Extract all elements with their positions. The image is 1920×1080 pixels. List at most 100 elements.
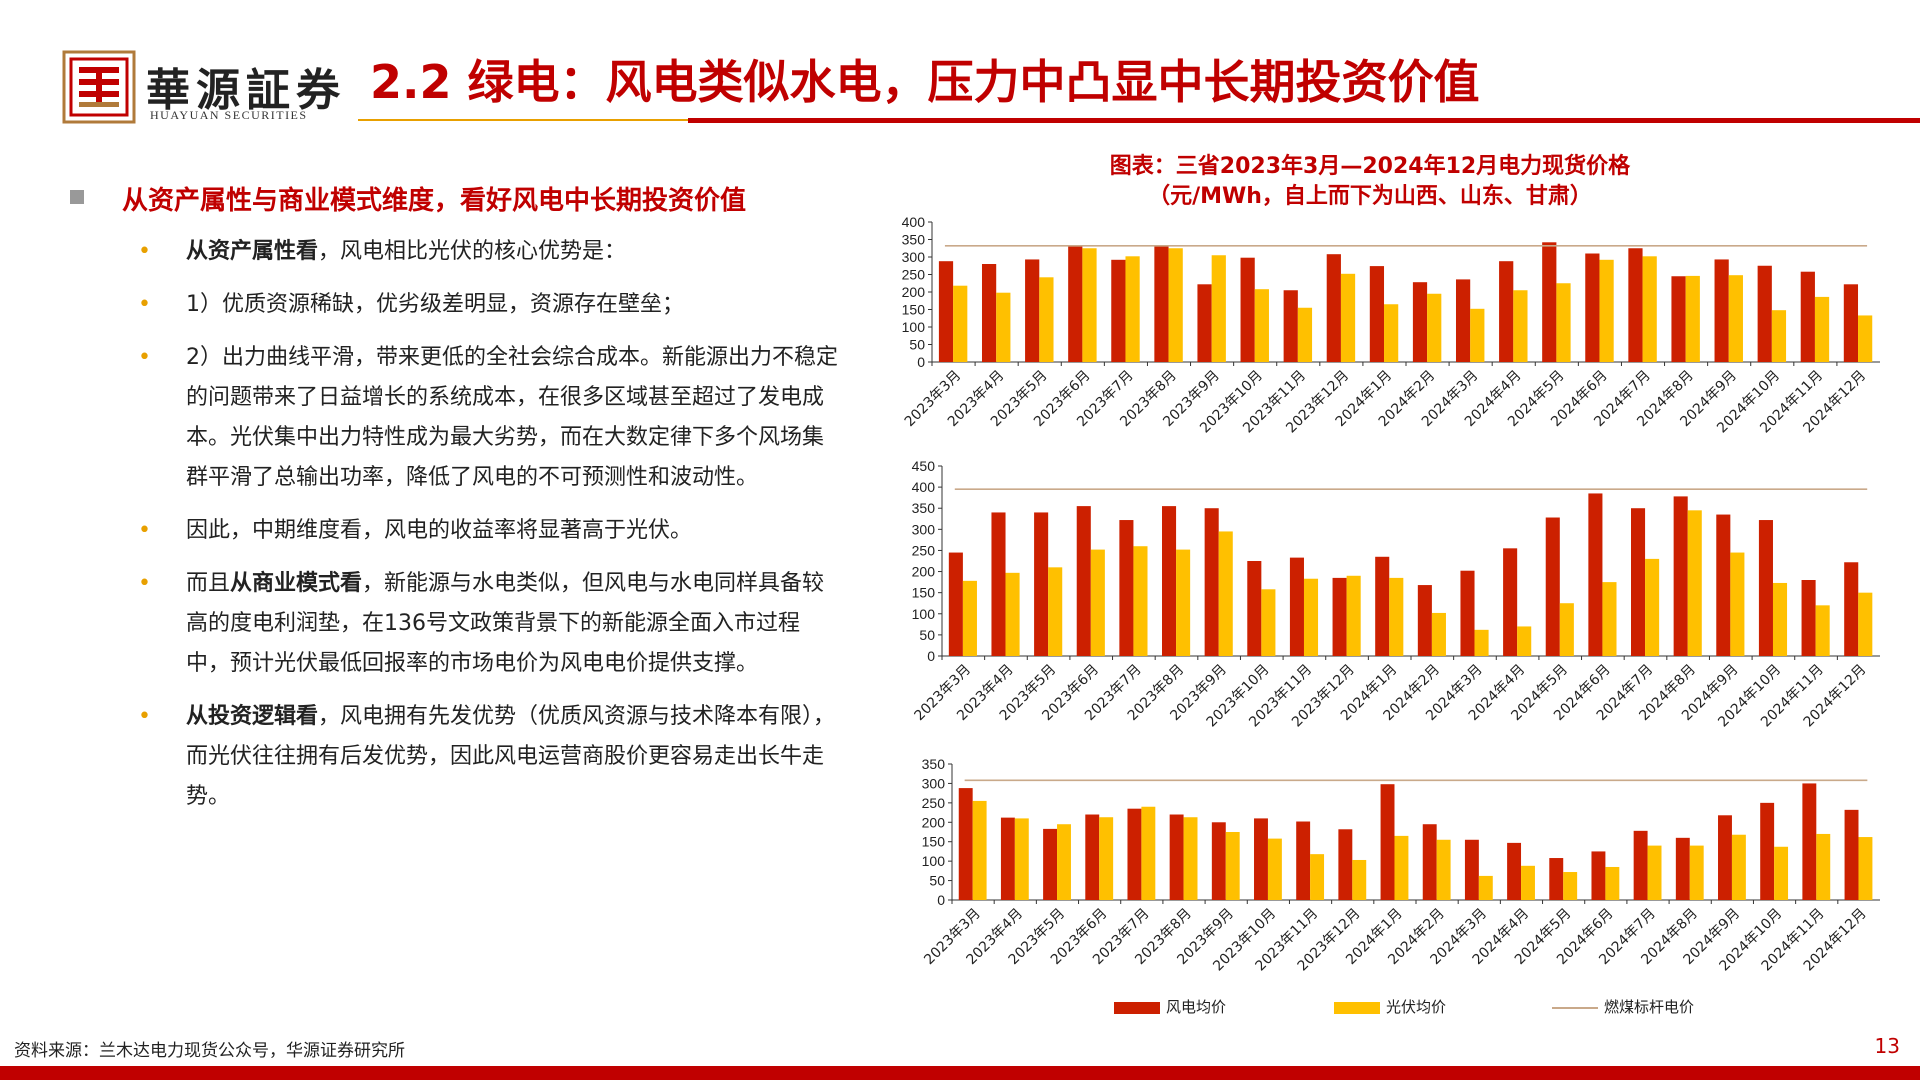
title-divider <box>358 118 1920 123</box>
wind-price-bar <box>1844 562 1859 656</box>
bullet-item: • 从投资逻辑看，风电拥有先发优势（优质风资源与技术降本有限），而光伏往往拥有后… <box>70 697 840 817</box>
solar-price-bar <box>1436 839 1451 900</box>
bullet-bold-text: 从资产属性看 <box>186 239 319 264</box>
wind-price-bar <box>1338 829 1353 900</box>
square-bullet-icon <box>70 190 84 204</box>
bullet-list: • 从资产属性看，风电相比光伏的核心优势是： • 1）优质资源稀缺，优劣级差明显… <box>70 232 840 830</box>
wind-price-bar <box>1085 814 1100 900</box>
solar-price-bar <box>1605 866 1620 900</box>
wind-price-bar <box>1326 254 1341 362</box>
y-tick-label: 250 <box>912 542 936 558</box>
wind-price-bar <box>1464 839 1479 900</box>
legend-solar: 光伏均价 <box>1334 996 1446 1017</box>
wind-price-bar <box>1800 271 1815 362</box>
wind-price-bar <box>1380 784 1395 900</box>
bullet-text: 1）优质资源稀缺，优劣级差明显，资源存在壁垒； <box>186 292 684 317</box>
solar-price-bar <box>1816 833 1831 900</box>
y-tick-label: 400 <box>902 214 926 230</box>
page-title: 2.2 绿电：风电类似水电，压力中凸显中长期投资价值 <box>370 55 1480 109</box>
y-tick-label: 300 <box>912 521 936 537</box>
solar-price-bar <box>1389 577 1404 656</box>
y-tick-label: 100 <box>902 319 926 335</box>
y-tick-label: 50 <box>919 627 935 643</box>
solar-price-bar <box>1039 277 1054 362</box>
wind-price-bar <box>1283 290 1298 362</box>
wind-price-bar <box>958 788 973 900</box>
wind-price-bar <box>1412 282 1428 362</box>
chart-title: 图表：三省2023年3月—2024年12月电力现货价格 （元/MWh，自上而下为… <box>1080 152 1660 212</box>
wind-price-bar <box>1591 851 1606 900</box>
solar-price-bar <box>1261 589 1276 656</box>
solar-price-bar <box>1563 872 1578 900</box>
wind-price-bar <box>1673 496 1688 656</box>
wind-price-bar <box>1068 246 1083 362</box>
y-tick-label: 150 <box>922 834 946 850</box>
wind-price-bar <box>1760 802 1775 900</box>
brand-name: 華源証券 <box>146 65 346 116</box>
bullet-dot-icon: • <box>138 571 151 596</box>
solar-price-bar <box>1218 531 1233 656</box>
bullet-item: • 从资产属性看，风电相比光伏的核心优势是： <box>70 232 840 272</box>
wind-price-bar <box>1716 514 1731 656</box>
bullet-item: • 而且从商业模式看，新能源与水电类似，但风电与水电同样具备较高的度电利润垫，在… <box>70 564 840 684</box>
bullet-text: 2）出力曲线平滑，带来更低的全社会综合成本。新能源出力不稳定的问题带来了日益增长… <box>186 345 838 490</box>
wind-price-bar <box>1801 580 1816 656</box>
bullet-bold-text: 从商业模式看 <box>230 571 363 596</box>
solar-price-bar <box>1689 845 1704 900</box>
y-tick-label: 0 <box>937 892 945 908</box>
wind-price-bar <box>1585 253 1600 362</box>
solar-price-bar <box>1254 289 1269 362</box>
y-tick-label: 200 <box>902 284 926 300</box>
solar-price-bar <box>1297 307 1313 362</box>
solar-price-bar <box>1346 575 1361 656</box>
bullet-bold-text: 从投资逻辑看 <box>186 704 319 729</box>
solar-price-bar <box>953 285 968 362</box>
wind-price-bar <box>1076 506 1091 656</box>
price-charts: 0501001502002503003504002023年3月2023年4月20… <box>902 214 1880 974</box>
solar-price-bar <box>1858 315 1873 362</box>
y-tick-label: 300 <box>902 249 926 265</box>
bullet-dot-icon: • <box>138 345 151 370</box>
solar-price-bar <box>1731 834 1746 900</box>
wind-price-bar <box>1545 517 1560 656</box>
y-tick-label: 250 <box>902 267 926 283</box>
wind-price-bar <box>1802 783 1817 900</box>
wind-price-bar <box>1455 279 1471 362</box>
y-tick-label: 200 <box>922 814 946 830</box>
solar-price-bar <box>1815 605 1830 656</box>
bullet-item: • 2）出力曲线平滑，带来更低的全社会综合成本。新能源出力不稳定的问题带来了日益… <box>70 338 840 498</box>
solar-price-bar <box>1099 817 1114 900</box>
solar-price-bar <box>996 292 1011 362</box>
wind-price-bar <box>1675 837 1690 900</box>
page-number: 13 <box>1874 1034 1900 1058</box>
solar-price-bar <box>1771 310 1787 362</box>
wind-price-bar <box>1240 257 1255 362</box>
wind-price-bar <box>1000 817 1015 900</box>
wind-price-bar <box>1757 265 1772 362</box>
solar-price-bar <box>1858 837 1873 900</box>
solar-price-bar <box>1133 546 1148 656</box>
bullet-text: 因此，中期维度看，风电的收益率将显著高于光伏。 <box>186 518 693 543</box>
solar-price-bar <box>1814 296 1830 362</box>
solar-price-bar <box>1513 290 1528 362</box>
solar-price-bar <box>1599 259 1614 362</box>
wind-price-bar <box>1631 508 1646 656</box>
solar-price-bar <box>1310 854 1325 900</box>
bullet-text: ，风电相比光伏的核心优势是： <box>318 239 627 264</box>
solar-price-bar <box>1556 283 1571 362</box>
wind-price-bar <box>1718 815 1732 900</box>
bullet-dot-icon: • <box>138 518 151 543</box>
y-tick-label: 300 <box>922 775 946 791</box>
solar-price-bar <box>1858 592 1873 656</box>
wind-price-bar <box>1375 556 1390 656</box>
wind-price-bar <box>1758 520 1773 656</box>
y-tick-label: 350 <box>912 500 936 516</box>
solar-price-bar <box>1772 582 1788 656</box>
bullet-text: ，风电拥有先发优势（优质风资源与技术降本有限），而光伏往往拥有后发优势，因此风电… <box>186 704 836 809</box>
solar-price-bar <box>1267 838 1282 900</box>
bullet-dot-icon: • <box>138 704 151 729</box>
company-logo: 華源証券 HUAYUAN SECURITIES <box>62 50 346 124</box>
y-tick-label: 150 <box>912 585 936 601</box>
wind-price-bar <box>1844 809 1859 900</box>
wind-price-bar <box>981 264 997 362</box>
